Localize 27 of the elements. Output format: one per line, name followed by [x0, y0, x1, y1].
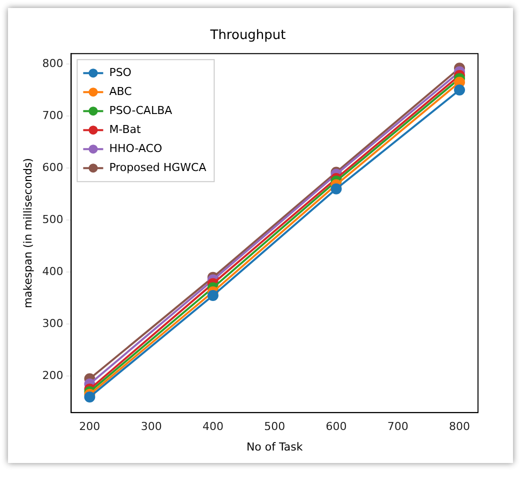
y-tick-label: 700: [42, 108, 64, 122]
x-tick-label: 600: [326, 420, 347, 434]
x-axis-title: No of Task: [246, 440, 304, 454]
point: [454, 84, 466, 96]
legend-label: PSO-CALBA: [109, 104, 173, 117]
y-tick-label: 500: [42, 212, 64, 226]
y-tick-label: 400: [42, 264, 64, 278]
y-tick-label: 600: [42, 160, 64, 174]
point: [330, 183, 342, 194]
chart-title: Throughput: [209, 28, 286, 44]
legend-label: PSO: [109, 66, 132, 79]
legend-label: Proposed HGWCA: [109, 160, 207, 174]
legend-label: ABC: [109, 84, 132, 98]
legend-label: M-Bat: [109, 122, 142, 136]
x-tick-label: 500: [264, 420, 286, 434]
x-tick-label: 800: [449, 420, 470, 434]
x-tick-label: 200: [79, 420, 100, 434]
y-tick-label: 300: [42, 317, 64, 330]
x-tick-label: 400: [202, 420, 224, 434]
y-tick-label: 800: [42, 56, 64, 70]
y-axis-title: makespan (in milliseconds): [21, 158, 34, 308]
x-tick-label: 700: [387, 420, 408, 434]
y-tick-label: 200: [42, 369, 64, 382]
point: [84, 391, 96, 402]
point: [207, 290, 218, 302]
x-tick-label: 300: [140, 420, 162, 434]
legend-label: HHO-ACO: [109, 142, 162, 155]
